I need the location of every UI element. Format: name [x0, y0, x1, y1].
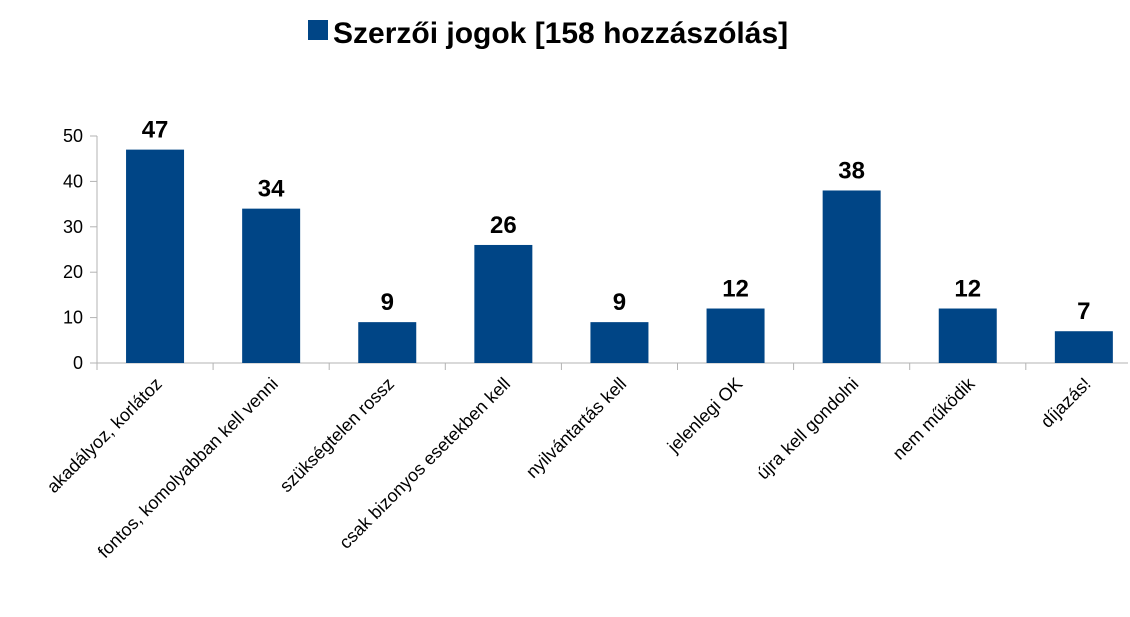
data-label: 7 — [1077, 298, 1090, 325]
data-label: 47 — [142, 117, 169, 144]
bar — [126, 149, 185, 363]
data-label: 34 — [258, 176, 285, 203]
bar — [358, 322, 417, 363]
bar — [474, 244, 533, 363]
data-label: 9 — [613, 289, 626, 316]
y-tick-label: 50 — [63, 126, 83, 146]
y-tick-label: 20 — [63, 262, 83, 282]
bar — [1054, 331, 1113, 363]
bar — [590, 322, 649, 363]
x-tick-label: újra kell gondolni — [753, 374, 863, 484]
data-label: 12 — [954, 276, 981, 303]
x-tick-label: fontos, komolyabban kell venni — [94, 374, 282, 562]
y-tick-label: 0 — [73, 353, 83, 373]
data-label: 38 — [838, 157, 865, 184]
x-tick-label: díjazás! — [1037, 374, 1095, 432]
x-tick-label: szükségtelen rossz — [276, 374, 398, 496]
x-tick-label: akadályoz, korlátoz — [43, 374, 166, 497]
y-tick-label: 10 — [63, 308, 83, 328]
data-label: 9 — [381, 289, 394, 316]
data-label: 26 — [490, 212, 517, 239]
bar — [242, 208, 301, 363]
y-tick-label: 30 — [63, 217, 83, 237]
bar — [822, 190, 881, 363]
data-label: 12 — [722, 276, 749, 303]
legend-label: Szerzői jogok [158 hozzászólás] — [333, 17, 788, 50]
legend-swatch — [308, 20, 328, 40]
x-tick-label: nyilvántartás kell — [522, 374, 630, 482]
bar — [706, 308, 765, 363]
x-tick-label: jelenlegi OK — [663, 374, 746, 457]
x-tick-label: nem működik — [889, 373, 980, 464]
y-tick-label: 40 — [63, 171, 83, 191]
bar — [938, 308, 997, 363]
